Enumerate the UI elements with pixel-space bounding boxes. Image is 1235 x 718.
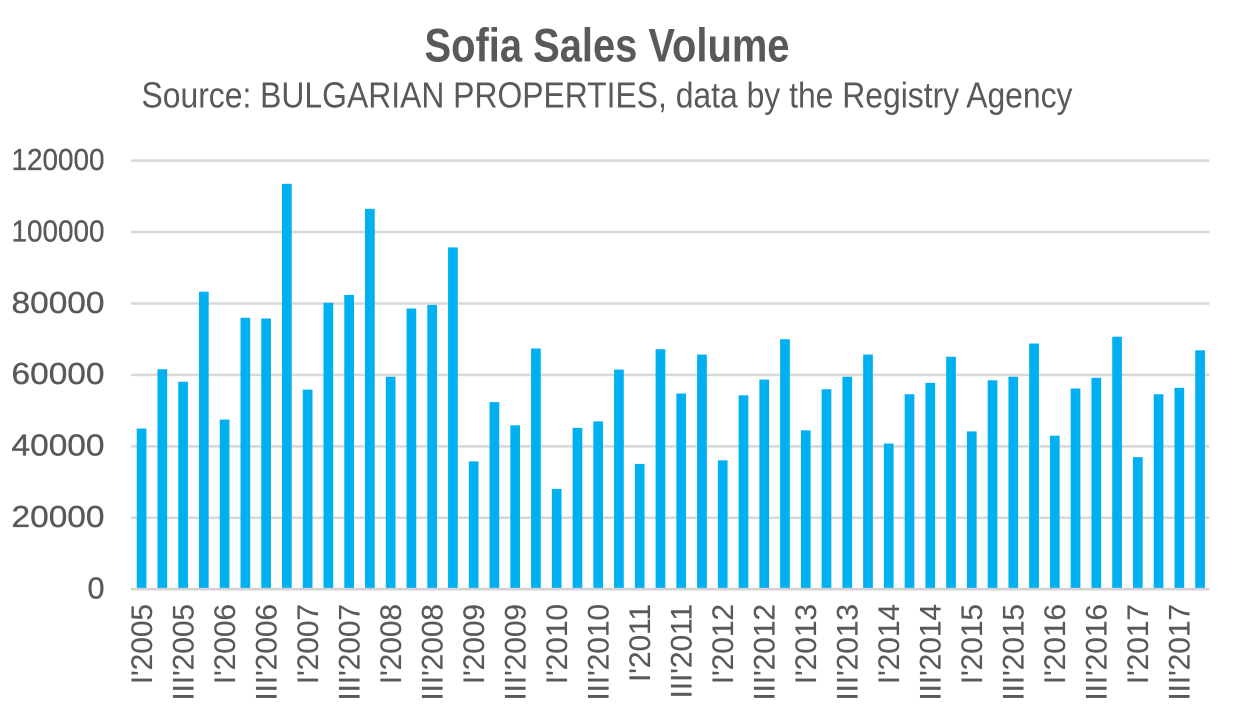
svg-text:III'2011: III'2011 <box>665 604 698 698</box>
svg-text:I'2012: I'2012 <box>707 604 740 684</box>
svg-text:I'2007: I'2007 <box>292 604 325 684</box>
svg-text:III'2005: III'2005 <box>167 604 200 701</box>
svg-text:60000: 60000 <box>12 357 105 391</box>
svg-text:III'2009: III'2009 <box>499 604 532 701</box>
svg-text:I'2016: I'2016 <box>1039 604 1072 684</box>
svg-text:III'2015: III'2015 <box>997 604 1030 701</box>
svg-text:III'2007: III'2007 <box>333 604 366 701</box>
svg-text:I'2006: I'2006 <box>209 604 242 684</box>
svg-text:I'2008: I'2008 <box>375 604 408 684</box>
svg-text:III'2014: III'2014 <box>914 604 947 701</box>
svg-text:I'2010: I'2010 <box>541 604 574 684</box>
svg-text:120000: 120000 <box>12 143 105 177</box>
svg-text:I'2014: I'2014 <box>873 604 906 684</box>
svg-text:I'2009: I'2009 <box>458 604 491 684</box>
svg-text:III'2008: III'2008 <box>416 604 449 701</box>
svg-text:Source: BULGARIAN PROPERTIES,: Source: BULGARIAN PROPERTIES, data by th… <box>142 74 1073 115</box>
svg-text:I'2011: I'2011 <box>624 604 657 682</box>
svg-text:80000: 80000 <box>12 286 105 320</box>
svg-text:III'2006: III'2006 <box>250 604 283 701</box>
svg-text:40000: 40000 <box>12 429 105 463</box>
svg-text:III'2017: III'2017 <box>1164 604 1197 701</box>
svg-text:I'2013: I'2013 <box>790 604 823 684</box>
svg-text:III'2010: III'2010 <box>582 604 615 701</box>
svg-text:Sofia Sales Volume: Sofia Sales Volume <box>425 19 790 72</box>
svg-text:20000: 20000 <box>12 500 105 534</box>
svg-text:I'2005: I'2005 <box>126 604 159 684</box>
svg-text:III'2016: III'2016 <box>1081 604 1114 701</box>
svg-text:0: 0 <box>88 572 105 606</box>
svg-text:III'2013: III'2013 <box>831 604 864 701</box>
svg-text:100000: 100000 <box>12 214 105 248</box>
svg-text:I'2015: I'2015 <box>956 604 989 684</box>
svg-text:I'2017: I'2017 <box>1122 604 1155 684</box>
svg-text:III'2012: III'2012 <box>748 604 781 701</box>
